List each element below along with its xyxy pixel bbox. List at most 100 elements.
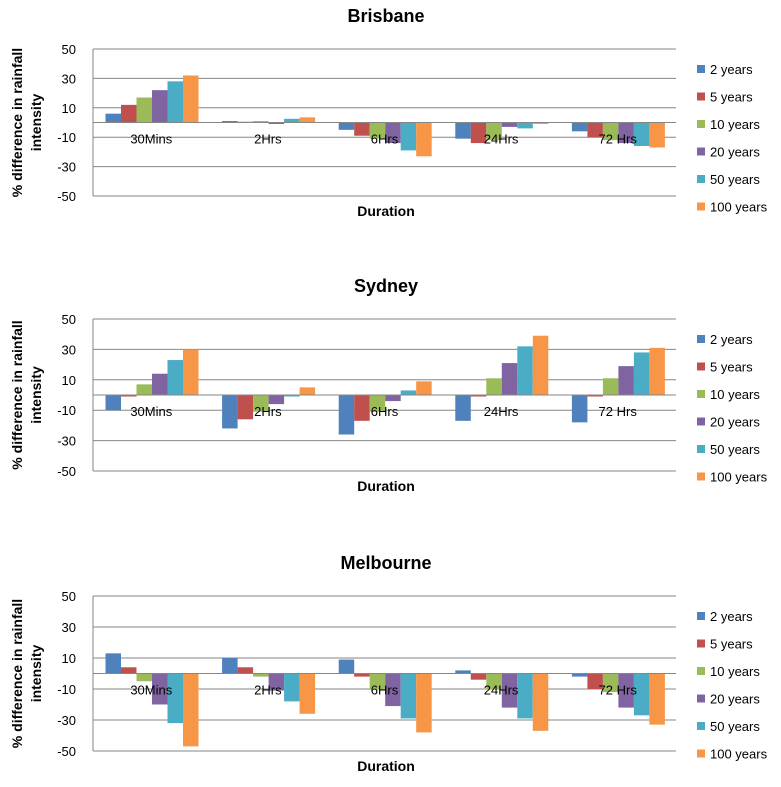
bar-100-years-24Hrs (532, 335, 549, 395)
y-tick-label: 10 (62, 373, 76, 388)
bar-10-years-30Mins (136, 384, 152, 395)
bar-50-years-24Hrs (517, 122, 533, 129)
bar-100-years-6Hrs (416, 673, 432, 733)
bar-20-years-6Hrs (385, 122, 401, 144)
legend-swatch (697, 92, 705, 101)
bar-5-years-6Hrs (354, 122, 370, 136)
x-axis-title: Duration (357, 758, 415, 774)
x-axis-title: Duration (357, 478, 415, 494)
legend-label: 10 years (710, 387, 760, 402)
legend-swatch (697, 445, 705, 453)
bar-2-years-30Mins (105, 653, 121, 674)
y-tick-label: -30 (57, 434, 76, 449)
bar-50-years-30Mins (167, 673, 183, 724)
legend-label: 20 years (710, 145, 760, 160)
bar-2-years-6Hrs (338, 122, 355, 130)
bar-10-years-30Mins (136, 97, 152, 123)
bar-100-years-30Mins (183, 75, 199, 123)
y-tick-label: 50 (62, 589, 76, 604)
bar-20-years-24Hrs (501, 122, 518, 127)
bar-50-years-6Hrs (400, 390, 417, 395)
bar-100-years-30Mins (183, 673, 199, 747)
bar-50-years-2Hrs (284, 118, 300, 123)
bar-50-years-6Hrs (400, 673, 417, 719)
legend-swatch (697, 65, 705, 73)
y-tick-label: -50 (57, 189, 76, 204)
bar-50-years-72-Hrs (633, 352, 650, 395)
bar-2-years-72-Hrs (571, 122, 588, 132)
legend-label: 5 years (710, 637, 753, 652)
bar-5-years-6Hrs (354, 673, 370, 677)
bar-100-years-2Hrs (299, 387, 316, 395)
y-tick-label: -30 (57, 713, 76, 728)
legend-swatch (697, 667, 705, 675)
legend-label: 20 years (710, 415, 760, 430)
bar-20-years-6Hrs (385, 673, 401, 707)
bar-2-years-6Hrs (338, 659, 355, 674)
bar-100-years-6Hrs (416, 381, 432, 395)
category-label: 2Hrs (254, 132, 282, 147)
bar-2-years-2Hrs (222, 658, 238, 674)
legend-swatch (697, 749, 705, 758)
chart-sydney: Sydney -50 -30 -10 10 30 50 30Mins 2Hrs 6Hrs 24Hrs… (9, 276, 768, 494)
bar-100-years-24Hrs (532, 122, 549, 124)
y-tick-label: -10 (57, 130, 76, 145)
category-label: 24Hrs (484, 404, 519, 419)
y-tick-label: 30 (62, 71, 76, 86)
legend-swatch (697, 120, 705, 128)
y-tick-label: -10 (57, 403, 76, 418)
category-label: 2Hrs (254, 683, 282, 698)
category-label: 6Hrs (371, 683, 399, 698)
bar-5-years-2Hrs (237, 395, 254, 420)
bar-2-years-6Hrs (338, 395, 355, 435)
bar-2-years-2Hrs (222, 395, 238, 429)
y-tick-label: -10 (57, 682, 76, 697)
bar-20-years-24Hrs (501, 673, 518, 708)
bar-20-years-72-Hrs (618, 366, 634, 395)
chart-title: Melbourne (340, 553, 431, 573)
bar-10-years-6Hrs (369, 395, 386, 412)
bar-100-years-30Mins (183, 349, 199, 395)
bar-5-years-24Hrs (470, 673, 487, 680)
legend-swatch (697, 362, 705, 371)
bar-100-years-72-Hrs (649, 347, 665, 395)
bar-20-years-2Hrs (268, 122, 285, 124)
bar-10-years-6Hrs (369, 673, 386, 689)
bar-50-years-30Mins (167, 360, 183, 395)
bar-20-years-72-Hrs (618, 673, 634, 708)
chart-brisbane: Brisbane -50 -30 -10 10 30 50 30Mins 2Hrs 6Hrs 24H… (9, 6, 768, 219)
bar-10-years-72-Hrs (602, 122, 619, 141)
bar-5-years-2Hrs (237, 667, 254, 674)
legend-swatch (697, 722, 705, 730)
bar-100-years-6Hrs (416, 122, 432, 157)
bar-5-years-72-Hrs (587, 122, 603, 138)
bar-2-years-30Mins (105, 395, 121, 411)
legend-label: 50 years (710, 442, 760, 457)
bar-100-years-72-Hrs (649, 122, 665, 148)
legend-label: 2 years (710, 332, 753, 347)
bar-2-years-24Hrs (455, 122, 471, 139)
bar-10-years-2Hrs (253, 395, 269, 412)
legend-label: 2 years (710, 62, 753, 77)
legend-label: 20 years (710, 692, 760, 707)
bar-100-years-2Hrs (299, 117, 316, 123)
bar-50-years-24Hrs (517, 346, 533, 395)
bar-10-years-6Hrs (369, 122, 386, 139)
legend-swatch (697, 335, 705, 343)
category-label: 2Hrs (254, 404, 282, 419)
bar-10-years-30Mins (136, 673, 152, 682)
y-tick-label: 50 (62, 42, 76, 57)
y-axis-title: % difference in rainfall (9, 320, 25, 469)
bar-20-years-2Hrs (268, 395, 285, 405)
category-label: 72 Hrs (599, 404, 638, 419)
y-tick-label: 30 (62, 620, 76, 635)
legend-swatch (697, 175, 705, 183)
bar-5-years-72-Hrs (587, 673, 603, 689)
category-label: 72 Hrs (599, 132, 638, 147)
chart-title: Brisbane (347, 6, 424, 26)
bar-20-years-30Mins (152, 673, 168, 705)
chart-melbourne: Melbourne -50 -30 -10 10 30 50 30Mins 2Hrs 6Hrs 24… (9, 553, 768, 774)
chart-title: Sydney (354, 276, 418, 296)
bar-50-years-72-Hrs (633, 673, 650, 716)
